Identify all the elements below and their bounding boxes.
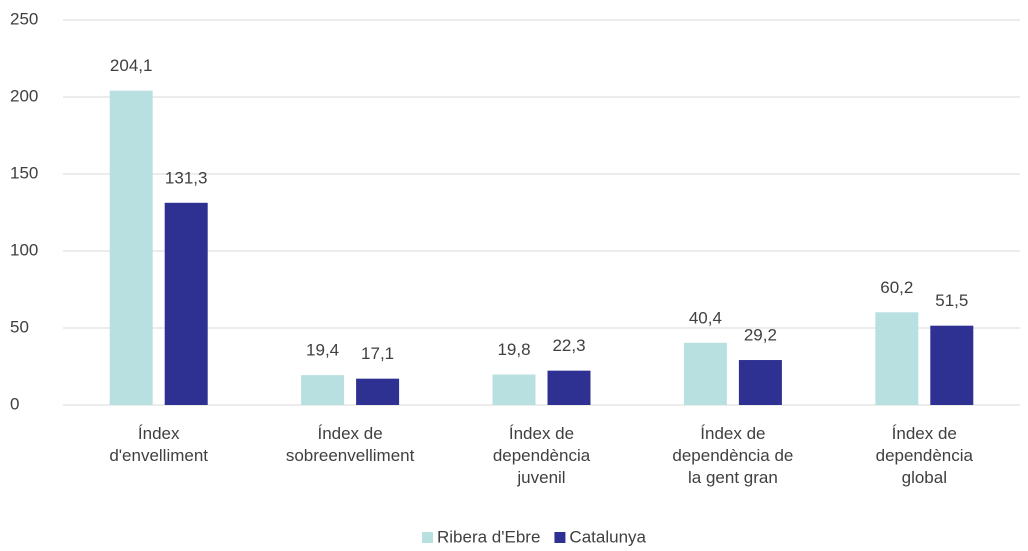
data-label: 51,5	[935, 291, 968, 310]
y-tick-label: 100	[10, 240, 38, 259]
bar	[492, 374, 536, 405]
bar	[109, 90, 153, 405]
x-tick-label: Índex de dependència juvenil	[493, 424, 591, 487]
bar	[547, 370, 591, 405]
x-tick-label: Índex de dependència de la gent gran	[672, 424, 793, 487]
bar	[301, 375, 345, 405]
legend-label: Ribera d'Ebre	[437, 527, 540, 546]
bar	[683, 342, 727, 405]
data-label: 60,2	[880, 278, 913, 297]
data-label: 17,1	[361, 344, 394, 363]
data-label: 29,2	[744, 326, 777, 345]
bar	[930, 325, 974, 405]
x-tick-label: Índex de sobreenvelliment	[286, 424, 415, 465]
data-label: 19,8	[497, 340, 530, 359]
y-tick-label: 200	[10, 86, 38, 105]
legend-swatch	[422, 532, 434, 543]
y-tick-label: 50	[10, 317, 29, 336]
data-label: 40,4	[689, 308, 722, 327]
bar	[875, 312, 919, 405]
bar	[356, 378, 400, 405]
y-tick-label: 250	[10, 9, 38, 28]
legend-swatch	[554, 532, 566, 543]
legend-label: Catalunya	[569, 527, 646, 546]
x-tick-label: Índex d'envelliment	[109, 424, 208, 465]
data-label: 131,3	[165, 168, 208, 187]
x-tick-label: Índex de dependència global	[876, 424, 974, 487]
data-label: 19,4	[306, 341, 339, 360]
data-label: 22,3	[552, 336, 585, 355]
data-label: 204,1	[110, 56, 153, 75]
y-tick-label: 0	[10, 394, 19, 413]
bar	[164, 202, 208, 405]
bar	[738, 360, 782, 405]
y-tick-label: 150	[10, 163, 38, 182]
